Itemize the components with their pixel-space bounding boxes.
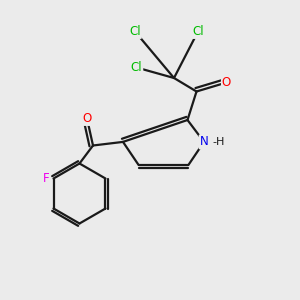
Text: Cl: Cl [129,25,141,38]
Text: -H: -H [212,137,225,147]
Text: F: F [43,172,49,185]
Text: N: N [200,135,208,148]
Text: Cl: Cl [192,25,204,38]
Text: O: O [222,76,231,89]
Text: O: O [82,112,91,125]
Text: Cl: Cl [131,61,142,74]
